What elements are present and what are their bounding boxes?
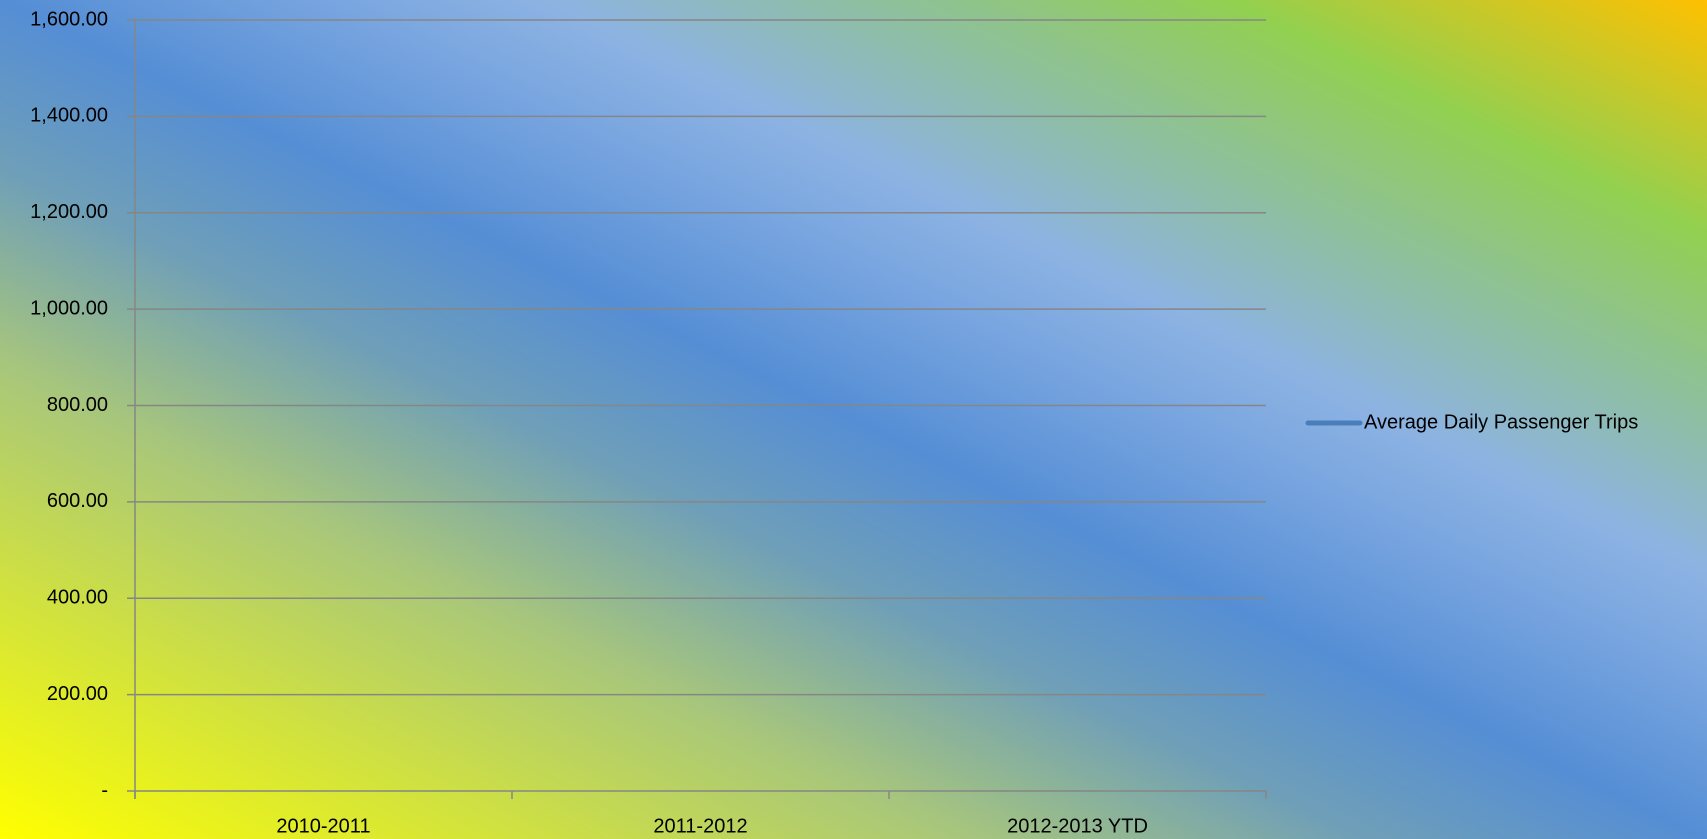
y-tick-label: 1,000.00 [30,297,108,319]
legend-label: Average Daily Passenger Trips [1364,411,1638,433]
x-tick-label: 2010-2011 [276,815,370,837]
y-tick-label: 1,600.00 [30,8,108,30]
y-tick-label: 800.00 [47,394,108,416]
x-tick-label: 2012-2013 YTD [1007,815,1148,837]
x-tick-label: 2011-2012 [653,815,747,837]
y-tick-label: 600.00 [47,490,108,512]
y-tick-label: - [101,779,108,801]
y-tick-label: 1,200.00 [30,201,108,223]
y-tick-label: 1,400.00 [30,105,108,127]
y-tick-label: 200.00 [47,683,108,705]
y-tick-label: 400.00 [47,587,108,609]
